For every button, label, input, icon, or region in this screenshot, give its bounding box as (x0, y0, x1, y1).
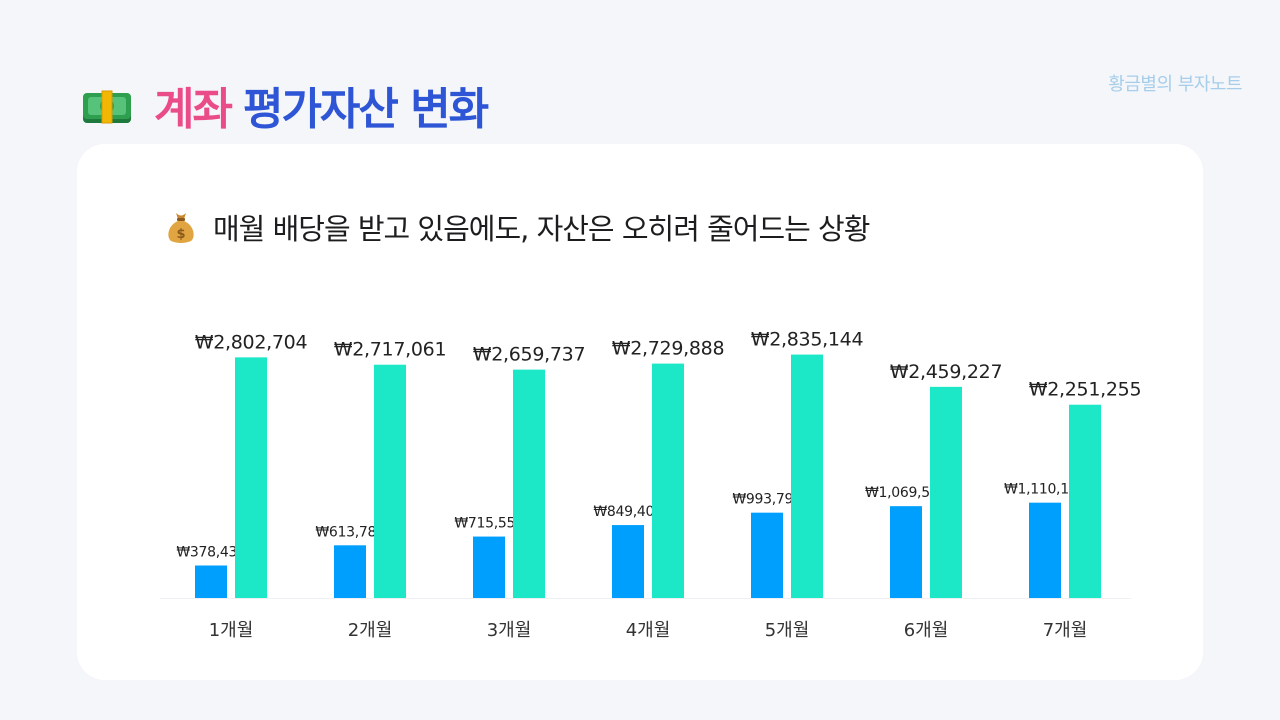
data-label-series-1-4: ₩849,402 (593, 504, 662, 520)
data-label-series-2-7: ₩2,251,255 (1029, 379, 1142, 401)
page-title-part1: 계좌 (154, 84, 233, 135)
money-bag-icon: $ (168, 213, 194, 243)
bar-series-2-3 (513, 369, 545, 598)
x-tick-label-3: 3개월 (487, 620, 532, 641)
money-bill-icon: $ (83, 90, 131, 124)
x-tick-label-7: 7개월 (1043, 620, 1088, 641)
svg-text:$: $ (176, 227, 185, 242)
brand-label: 황금별의 부자노트 (1108, 74, 1242, 95)
bar-series-2-4 (652, 363, 684, 598)
bar-chart: ₩378,436 ₩2,802,704 1개월 ₩613,786 ₩2,717,061 2… (160, 329, 1142, 641)
bar-series-1-5 (751, 512, 783, 598)
data-label-series-2-3: ₩2,659,737 (473, 344, 586, 366)
bar-series-2-6 (930, 386, 962, 598)
bar-series-1-4 (612, 525, 644, 598)
bar-series-2-5 (791, 354, 823, 598)
data-label-series-1-5: ₩993,795 (732, 492, 801, 508)
bar-series-2-1 (235, 357, 267, 598)
x-tick-label-2: 2개월 (348, 620, 393, 641)
chart-heading: $ 매월 배당을 받고 있음에도, 자산은 오히려 줄어드는 상황 (163, 206, 870, 248)
bar-series-1-6 (890, 506, 922, 598)
data-label-series-1-2: ₩613,786 (315, 524, 385, 540)
bar-series-2-7 (1069, 404, 1101, 598)
page-title-part2: 평가자산 변화 (242, 84, 489, 135)
page-header: $ 계좌 평가자산 변화 (82, 76, 489, 135)
chart-title: 매월 배당을 받고 있음에도, 자산은 오히려 줄어드는 상황 (213, 212, 870, 246)
x-tick-label-5: 5개월 (765, 620, 810, 641)
bar-series-1-2 (334, 545, 366, 598)
bar-series-2-2 (374, 364, 406, 598)
data-label-series-1-1: ₩378,436 (176, 545, 246, 561)
data-label-series-2-4: ₩2,729,888 (612, 338, 725, 360)
bar-series-1-3 (473, 536, 505, 598)
x-tick-label-6: 6개월 (904, 620, 949, 641)
data-label-series-1-7: ₩1,110,105 (1004, 482, 1086, 498)
data-label-series-2-2: ₩2,717,061 (334, 339, 447, 361)
data-label-series-1-3: ₩715,550 (454, 516, 523, 532)
bar-series-1-1 (195, 565, 227, 598)
x-tick-label-1: 1개월 (209, 620, 254, 641)
chart-card: $ 매월 배당을 받고 있음에도, 자산은 오히려 줄어드는 상황 ₩378,4… (77, 144, 1203, 680)
data-label-series-1-6: ₩1,069,526 (865, 485, 947, 501)
data-label-series-2-6: ₩2,459,227 (890, 361, 1003, 383)
data-label-series-2-5: ₩2,835,144 (751, 329, 864, 351)
data-label-series-2-1: ₩2,802,704 (195, 331, 308, 353)
bar-series-1-7 (1029, 502, 1061, 598)
x-tick-label-4: 4개월 (626, 620, 671, 641)
